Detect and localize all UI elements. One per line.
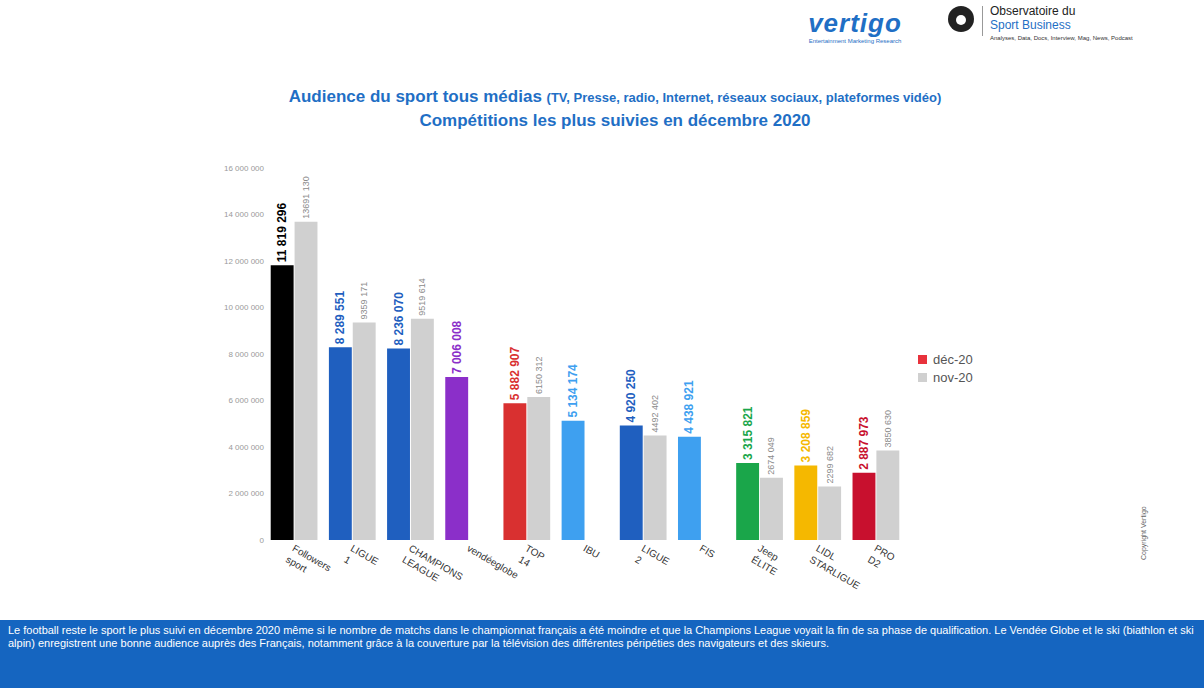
svg-text:6 000 000: 6 000 000 [228,396,264,405]
svg-text:2674 049: 2674 049 [766,437,776,475]
svg-text:FIS: FIS [698,543,717,560]
svg-text:5 882 907: 5 882 907 [508,347,522,401]
svg-text:16 000 000: 16 000 000 [224,164,265,173]
svg-text:13691 130: 13691 130 [301,176,311,219]
html-text:Analyses, Data, Docs, Intervie: Analyses, Data, Docs, Interview, Mag, Ne… [990,35,1133,41]
svg-text:8 000 000: 8 000 000 [228,350,264,359]
svg-text:4 000 000: 4 000 000 [228,443,264,452]
svg-text:4 920 250: 4 920 250 [624,369,638,423]
svg-text:LIGUE1: LIGUE1 [342,543,380,579]
svg-text:2 000 000: 2 000 000 [228,489,264,498]
svg-text:8 289 551: 8 289 551 [333,291,347,345]
html-text:Copyright Vertigo: Copyright Vertigo [1140,506,1147,560]
svg-text:TOP14: TOP14 [517,543,547,574]
svg-text:9519 614: 9519 614 [417,278,427,316]
html-text:Observatoire du: Observatoire du [990,4,1076,18]
svg-text:12 000 000: 12 000 000 [224,257,265,266]
svg-text:CHAMPIONSLEAGUE: CHAMPIONSLEAGUE [400,543,465,594]
svg-text:9359 171: 9359 171 [359,282,369,320]
svg-text:10 000 000: 10 000 000 [224,303,265,312]
svg-text:LIGUE2: LIGUE2 [633,543,671,579]
svg-text:vendéeglobe: vendéeglobe [465,543,520,581]
svg-text:8 236 070: 8 236 070 [392,292,406,346]
html-text:Le football reste le sport le: Le football reste le sport le plus suivi… [8,624,1194,649]
html-text:nov-20: nov-20 [933,369,973,385]
html-text:Compétitions les plus suivies: Compétitions les plus suivies en décembr… [419,111,811,130]
svg-text:Followerssport: Followerssport [284,543,333,585]
svg-text:JeepÉLITE: JeepÉLITE [750,543,786,578]
html-text:Audience du sport tous médias(: Audience du sport tous médias(TV, Presse… [288,87,942,106]
html-text:déc-20: déc-20 [933,351,973,367]
svg-text:11 819 296: 11 819 296 [275,202,289,262]
svg-text:4492 402: 4492 402 [650,395,660,433]
svg-text:4 438 921: 4 438 921 [682,380,696,434]
svg-text:5 134 174: 5 134 174 [566,364,580,418]
svg-text:3 315 821: 3 315 821 [741,406,755,460]
html-text:vertigo: vertigo [808,8,902,38]
svg-text:2299 682: 2299 682 [825,446,835,484]
html-text:Entertainment Marketing Resear: Entertainment Marketing Research [808,38,902,44]
svg-text:7 006 008: 7 006 008 [450,320,464,374]
svg-text:3850 630: 3850 630 [883,410,893,448]
svg-text:14 000 000: 14 000 000 [224,210,265,219]
svg-text:6150 312: 6150 312 [534,356,544,394]
svg-text:IBU: IBU [582,543,602,561]
svg-text:PROD2: PROD2 [866,543,897,575]
svg-text:2 887 973: 2 887 973 [857,416,871,470]
html-text:Sport Business: Sport Business [990,18,1071,32]
svg-text:LIDLSTARLIGUE: LIDLSTARLIGUE [808,543,869,592]
svg-text:0: 0 [260,536,265,545]
svg-text:3 208 859: 3 208 859 [799,409,813,463]
